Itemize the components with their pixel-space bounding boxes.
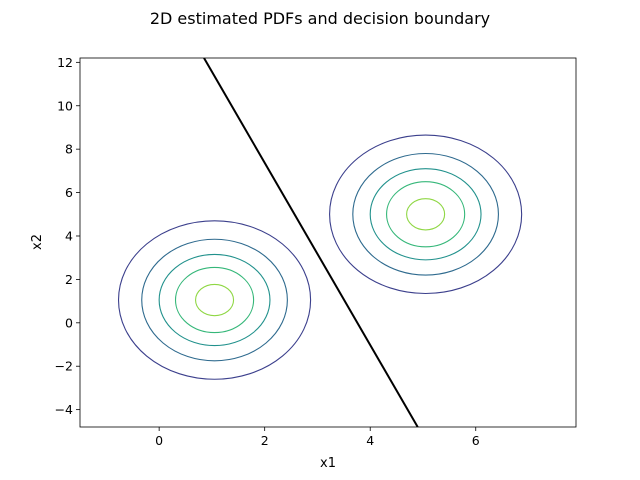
distribution-1: [117, 220, 312, 380]
y-tick-label: 2: [65, 272, 73, 287]
contour-level-3: [158, 253, 271, 347]
chart-title: 2D estimated PDFs and decision boundary: [150, 9, 490, 28]
y-tick-label: −4: [55, 402, 73, 417]
y-axis: −4 −2 0 2 4 6 8 10 12: [55, 55, 80, 417]
contour-level-3: [369, 168, 482, 261]
x-axis-label: x1: [320, 456, 336, 471]
y-tick-label: 4: [65, 228, 73, 243]
y-tick-label: 6: [65, 185, 73, 200]
contour-level-5: [406, 198, 446, 231]
y-tick-label: 8: [65, 142, 73, 157]
contour-level-2: [352, 152, 499, 276]
contour-level-1: [329, 134, 523, 295]
y-tick-label: 12: [57, 55, 73, 70]
plot-area: [117, 58, 523, 427]
y-axis-label: x2: [30, 234, 45, 250]
x-tick-label: 6: [472, 433, 480, 448]
decision-boundary-line: [203, 58, 419, 427]
contour-level-4: [174, 266, 255, 334]
contour-level-2: [141, 238, 288, 362]
y-tick-label: 0: [65, 315, 73, 330]
plot-frame: [79, 57, 577, 428]
distribution-2: [329, 134, 523, 295]
x-tick-label: 2: [261, 433, 269, 448]
contour-level-4: [386, 181, 466, 248]
y-tick-label: −2: [55, 359, 73, 374]
x-axis: 0 2 4 6: [155, 427, 480, 448]
contour-level-5: [195, 283, 235, 317]
x-tick-label: 4: [366, 433, 374, 448]
x-tick-label: 0: [155, 433, 163, 448]
contour-level-1: [117, 220, 312, 380]
y-tick-label: 10: [57, 98, 73, 113]
